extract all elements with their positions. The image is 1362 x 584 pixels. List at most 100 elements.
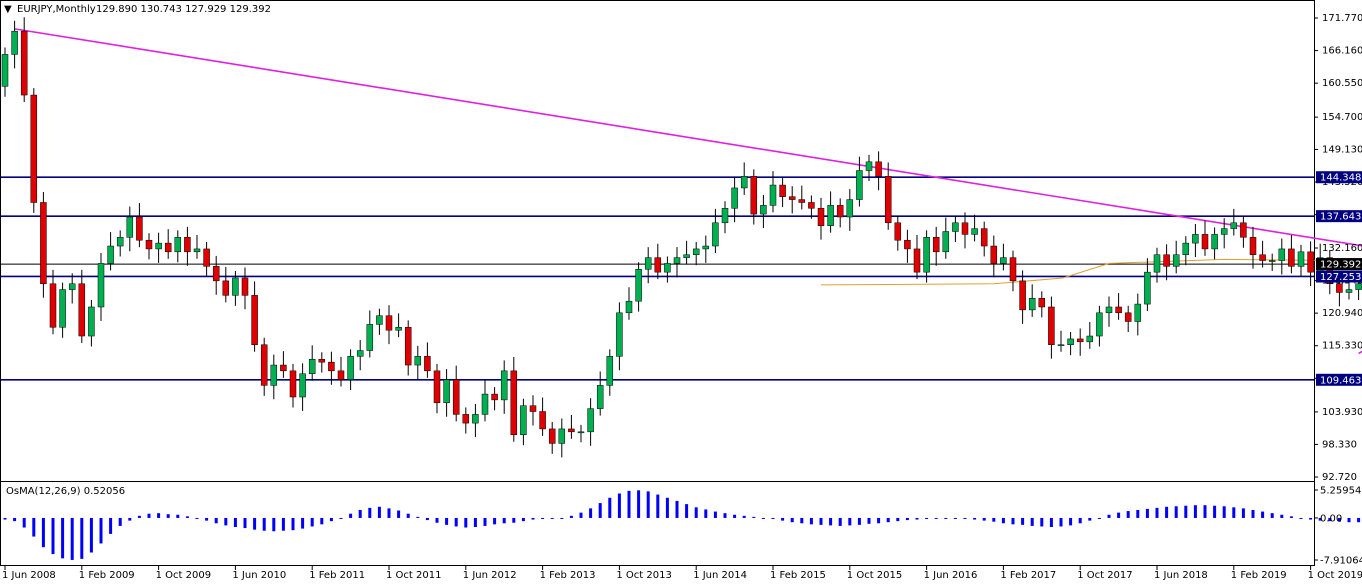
candle-body bbox=[443, 379, 450, 404]
candle-body bbox=[116, 237, 124, 247]
time-tick-label: 1 Feb 2015 bbox=[770, 570, 826, 581]
candle-body bbox=[424, 356, 431, 372]
candle-body bbox=[846, 199, 854, 218]
price-tick-label: 98.330 bbox=[1322, 439, 1357, 450]
indicator-tick-label: 5.25954 bbox=[1320, 486, 1361, 497]
candle-body bbox=[1192, 234, 1199, 244]
price-label-box bbox=[1316, 171, 1362, 184]
price-label-box bbox=[1316, 210, 1362, 223]
collapse-icon[interactable]: ▼ bbox=[4, 4, 12, 15]
candle-body bbox=[212, 266, 220, 282]
candle-body bbox=[808, 202, 815, 209]
candle-body bbox=[97, 263, 105, 308]
candle-body bbox=[1048, 306, 1055, 345]
candle-body bbox=[596, 385, 604, 409]
price-label-text: 144.348 bbox=[1320, 173, 1361, 184]
time-tick-label: 1 Jun 2018 bbox=[1154, 570, 1208, 581]
candle-body bbox=[875, 161, 882, 177]
candle-body bbox=[817, 208, 825, 226]
time-tick-label: 1 Feb 2011 bbox=[309, 570, 365, 581]
candle-body bbox=[1144, 271, 1151, 305]
candle-body bbox=[1288, 248, 1295, 267]
candle-body bbox=[184, 237, 191, 253]
candle-body bbox=[385, 315, 393, 331]
candle-body bbox=[1201, 234, 1209, 250]
candle-body bbox=[164, 242, 172, 253]
time-tick-label: 1 Oct 2011 bbox=[386, 570, 441, 581]
candle-body bbox=[289, 370, 297, 398]
candle-body bbox=[1345, 289, 1353, 293]
candle-body bbox=[1153, 254, 1161, 273]
candle-body bbox=[1307, 251, 1314, 273]
time-axis: 1 Jun 2008 1 Feb 2009 1 Oct 2009 1 Jun 2010… bbox=[2, 566, 1362, 581]
candle-body bbox=[961, 222, 969, 235]
candle-body bbox=[376, 315, 383, 325]
candle-body bbox=[1163, 254, 1170, 267]
candle-body bbox=[88, 306, 95, 337]
candle-body bbox=[1297, 251, 1305, 267]
candle-body bbox=[193, 248, 201, 253]
price-tick-label: 92.720 bbox=[1322, 472, 1357, 483]
candle-body bbox=[990, 245, 998, 264]
candle-body bbox=[606, 356, 614, 386]
candle-body bbox=[769, 184, 777, 206]
time-tick-label: 1 Oct 2015 bbox=[847, 570, 902, 581]
price-label-text: 109.463 bbox=[1320, 375, 1361, 386]
chart-ohlc: 129.890 130.743 127.929 129.392 bbox=[96, 4, 271, 15]
candle-body bbox=[548, 428, 556, 444]
candle-body bbox=[318, 358, 326, 363]
price-axis: 171.770166.160160.550154.700149.130143.5… bbox=[1314, 13, 1362, 483]
candle-body bbox=[558, 428, 566, 444]
price-label-text: 127.253 bbox=[1320, 272, 1361, 283]
candle-body bbox=[481, 393, 489, 415]
candle-body bbox=[952, 222, 959, 232]
candle-body bbox=[270, 364, 278, 386]
candle-body bbox=[395, 327, 402, 331]
time-tick-label: 1 Jun 2012 bbox=[463, 570, 517, 581]
candle-body bbox=[520, 405, 527, 435]
candle-body bbox=[1249, 237, 1257, 255]
candle-body bbox=[328, 361, 335, 372]
price-label-box bbox=[1316, 270, 1362, 283]
trendlines[interactable] bbox=[14, 28, 1362, 355]
candle-body bbox=[1268, 260, 1276, 262]
price-label-text: 129.392 bbox=[1320, 260, 1361, 271]
candle-body bbox=[740, 176, 748, 189]
candle-body bbox=[856, 170, 863, 200]
candle-body bbox=[1009, 257, 1017, 282]
candle-body bbox=[625, 300, 633, 314]
candle-body bbox=[126, 216, 134, 238]
candle-body bbox=[500, 370, 508, 401]
candle-body bbox=[1028, 298, 1036, 311]
price-tick-label: 115.330 bbox=[1322, 341, 1362, 352]
candle-body bbox=[107, 245, 114, 264]
candle-body bbox=[616, 312, 623, 357]
trendline[interactable] bbox=[14, 28, 1362, 278]
candle-body bbox=[1172, 254, 1180, 267]
candle-body bbox=[788, 196, 796, 200]
time-tick-label: 1 Feb 2019 bbox=[1231, 570, 1287, 581]
candle-body bbox=[174, 237, 182, 253]
candle-body bbox=[414, 356, 422, 366]
candle-body bbox=[836, 205, 844, 218]
candle-body bbox=[1220, 228, 1228, 235]
indicator-label: OsMA(12,26,9) 0.52056 bbox=[6, 486, 125, 497]
price-tick-label: 154.700 bbox=[1322, 112, 1362, 123]
candle-body bbox=[260, 344, 268, 386]
time-tick-label: 1 Feb 2009 bbox=[79, 570, 135, 581]
price-tick-label: 166.160 bbox=[1322, 46, 1362, 57]
candle-body bbox=[1240, 222, 1247, 238]
candle-body bbox=[1211, 234, 1218, 250]
candle-body bbox=[702, 245, 710, 250]
candle-body bbox=[721, 208, 729, 224]
time-tick-label: 1 Feb 2013 bbox=[540, 570, 596, 581]
candle-body bbox=[904, 239, 911, 250]
candle-body bbox=[241, 277, 249, 296]
time-tick-label: 1 Feb 2017 bbox=[1000, 570, 1056, 581]
candle-body bbox=[1105, 306, 1113, 314]
candle-body bbox=[654, 257, 662, 273]
candle-body bbox=[529, 405, 537, 412]
